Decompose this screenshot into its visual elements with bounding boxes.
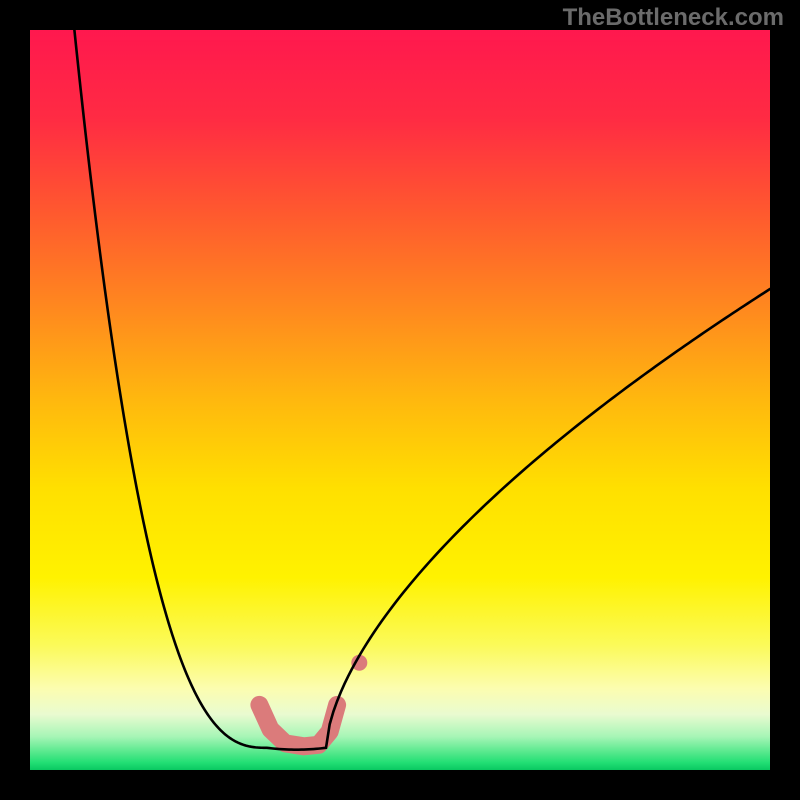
bottleneck-curve [74, 30, 770, 750]
chart-stage: TheBottleneck.com [0, 0, 800, 800]
chart-svg-layer [0, 0, 800, 800]
watermark-text: TheBottleneck.com [563, 4, 784, 32]
bottom-marker-line [259, 705, 337, 746]
